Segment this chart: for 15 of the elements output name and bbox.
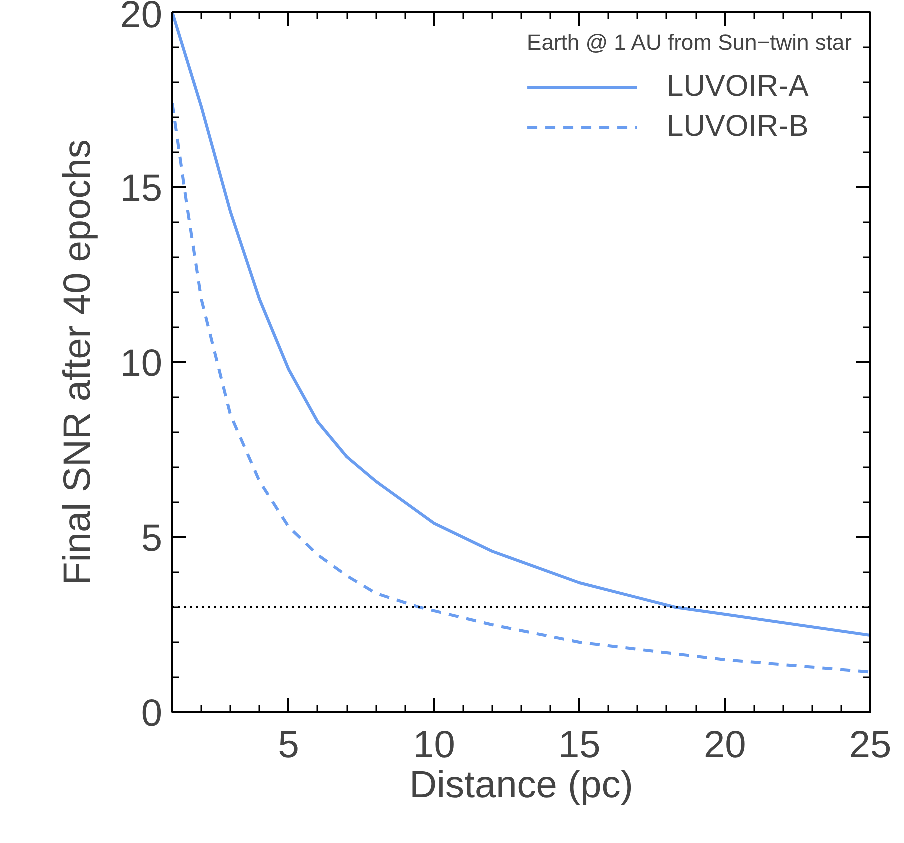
legend-title: Earth @ 1 AU from Sun−twin star [527,30,852,56]
y-tick-label: 20 [120,0,163,36]
x-tick-label: 20 [704,724,746,766]
x-tick-label: 15 [558,724,601,766]
legend-label: LUVOIR-B [667,110,809,144]
x-tick-label: 25 [849,724,892,766]
legend-label: LUVOIR-A [667,70,809,104]
y-tick-label: 0 [141,693,163,735]
y-tick-label: 5 [141,518,163,560]
y-tick-label: 10 [120,343,163,385]
y-axis-title: Final SNR after 40 epochs [57,140,100,586]
x-tick-label: 10 [413,724,456,766]
x-tick-label: 5 [278,724,300,766]
x-axis-title: Distance (pc) [410,764,634,806]
y-tick-label: 15 [120,168,163,210]
